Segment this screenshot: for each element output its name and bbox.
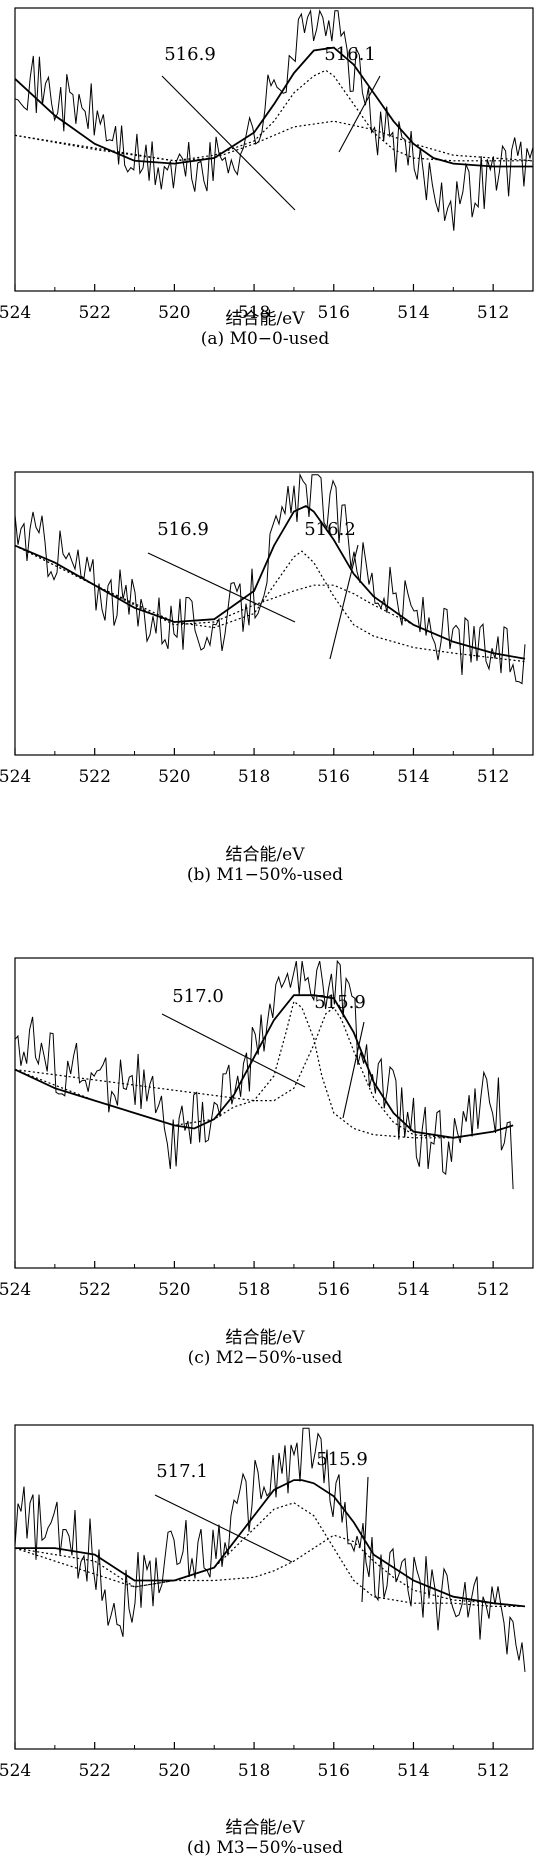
x-tick-label: 516 (318, 1761, 350, 1781)
annotation-leader-line (329, 544, 359, 660)
x-tick-label: 514 (397, 1761, 429, 1781)
x-tick-label: 520 (158, 1761, 190, 1781)
panel-caption: (c) M2−50%-used (188, 1348, 343, 1368)
annotation-leader-line (161, 1013, 306, 1088)
x-tick-label: 514 (397, 767, 429, 787)
chart-panel-2: 524 522 520 518 516 514 512 结合能/eV(b) M1−50%-us… (0, 471, 534, 885)
peak-annotation-label: 515.9 (316, 1449, 368, 1470)
x-tick-label: 524 (0, 767, 31, 787)
peak-annotation-label: 517.0 (172, 986, 224, 1007)
fit-component-line (14, 1502, 525, 1607)
x-tick-label: 524 (0, 303, 31, 323)
x-tick-label: 520 (158, 767, 190, 787)
x-tick-label: 514 (397, 303, 429, 323)
x-tick-label: 512 (477, 767, 509, 787)
raw-spectrum-line (14, 1427, 526, 1672)
annotation-leader-line (342, 1021, 365, 1119)
chart-panel-4: 524 522 520 518 516 514 512 结合能/eV(d) M3−50%-us… (0, 1424, 534, 1858)
x-axis-label: 结合能/eV (225, 1328, 305, 1348)
fit-envelope-line (14, 46, 533, 168)
x-tick-label: 522 (78, 1280, 110, 1300)
x-tick-label: 522 (78, 1761, 110, 1781)
fit-envelope-line (14, 504, 526, 660)
fit-component-line (14, 545, 526, 663)
annotation-leader-line (338, 75, 381, 153)
fit-component-line (14, 1006, 514, 1139)
fit-component-line (14, 1534, 526, 1607)
x-tick-label: 512 (477, 1280, 509, 1300)
x-tick-label: 516 (318, 1280, 350, 1300)
fit-envelope-line (14, 994, 514, 1139)
x-tick-label: 518 (238, 303, 270, 323)
annotation-leader-line (154, 1494, 293, 1563)
panel-caption: (a) M0−0-used (201, 329, 330, 349)
x-tick-label: 524 (0, 1280, 31, 1300)
annotation-leader-line (361, 1476, 369, 1603)
raw-spectrum-line (14, 8, 534, 231)
x-axis-label: 结合能/eV (225, 845, 305, 865)
x-tick-label: 518 (238, 767, 270, 787)
annotation-leader-line (161, 75, 296, 211)
peak-annotation-label: 516.9 (157, 519, 209, 540)
x-tick-label: 514 (397, 1280, 429, 1300)
x-tick-label: 522 (78, 767, 110, 787)
x-tick-label: 520 (158, 1280, 190, 1300)
raw-spectrum-line (14, 959, 514, 1190)
x-axis-label: 结合能/eV (225, 1818, 305, 1838)
fit-component-line (14, 545, 526, 660)
peak-annotation-label: 516.1 (324, 44, 376, 65)
x-axis-label: 结合能/eV (225, 309, 305, 329)
plot-frame (14, 1424, 534, 1750)
chart-panel-1: 524 522 520 518 516 514 512 结合能/eV(a) M0−0-used… (0, 7, 534, 349)
x-tick-label: 516 (318, 303, 350, 323)
x-tick-label: 524 (0, 1761, 31, 1781)
peak-annotation-label: 516.2 (304, 519, 356, 540)
peak-annotation-label: 517.1 (156, 1461, 208, 1482)
plot-frame (14, 471, 534, 756)
peak-annotation-label: 515.9 (314, 992, 366, 1013)
plot-frame (14, 7, 534, 292)
fit-envelope-line (15, 1479, 526, 1608)
x-tick-label: 512 (477, 1761, 509, 1781)
chart-panel-3: 524 522 520 518 516 514 512 结合能/eV(c) M2−50%-us… (0, 957, 534, 1368)
fit-component-line (14, 120, 534, 162)
annotation-leader-line (147, 552, 296, 623)
x-tick-label: 520 (158, 303, 190, 323)
panel-caption: (d) M3−50%-used (187, 1838, 343, 1858)
plot-frame (14, 957, 534, 1269)
x-tick-label: 518 (238, 1280, 270, 1300)
x-tick-label: 512 (477, 303, 509, 323)
x-tick-label: 518 (238, 1761, 270, 1781)
raw-spectrum-line (14, 472, 526, 685)
peak-annotation-label: 516.9 (164, 44, 216, 65)
fit-component-line (14, 1000, 514, 1139)
x-tick-label: 522 (78, 303, 110, 323)
x-tick-label: 516 (318, 767, 350, 787)
panel-caption: (b) M1−50%-used (187, 865, 343, 885)
